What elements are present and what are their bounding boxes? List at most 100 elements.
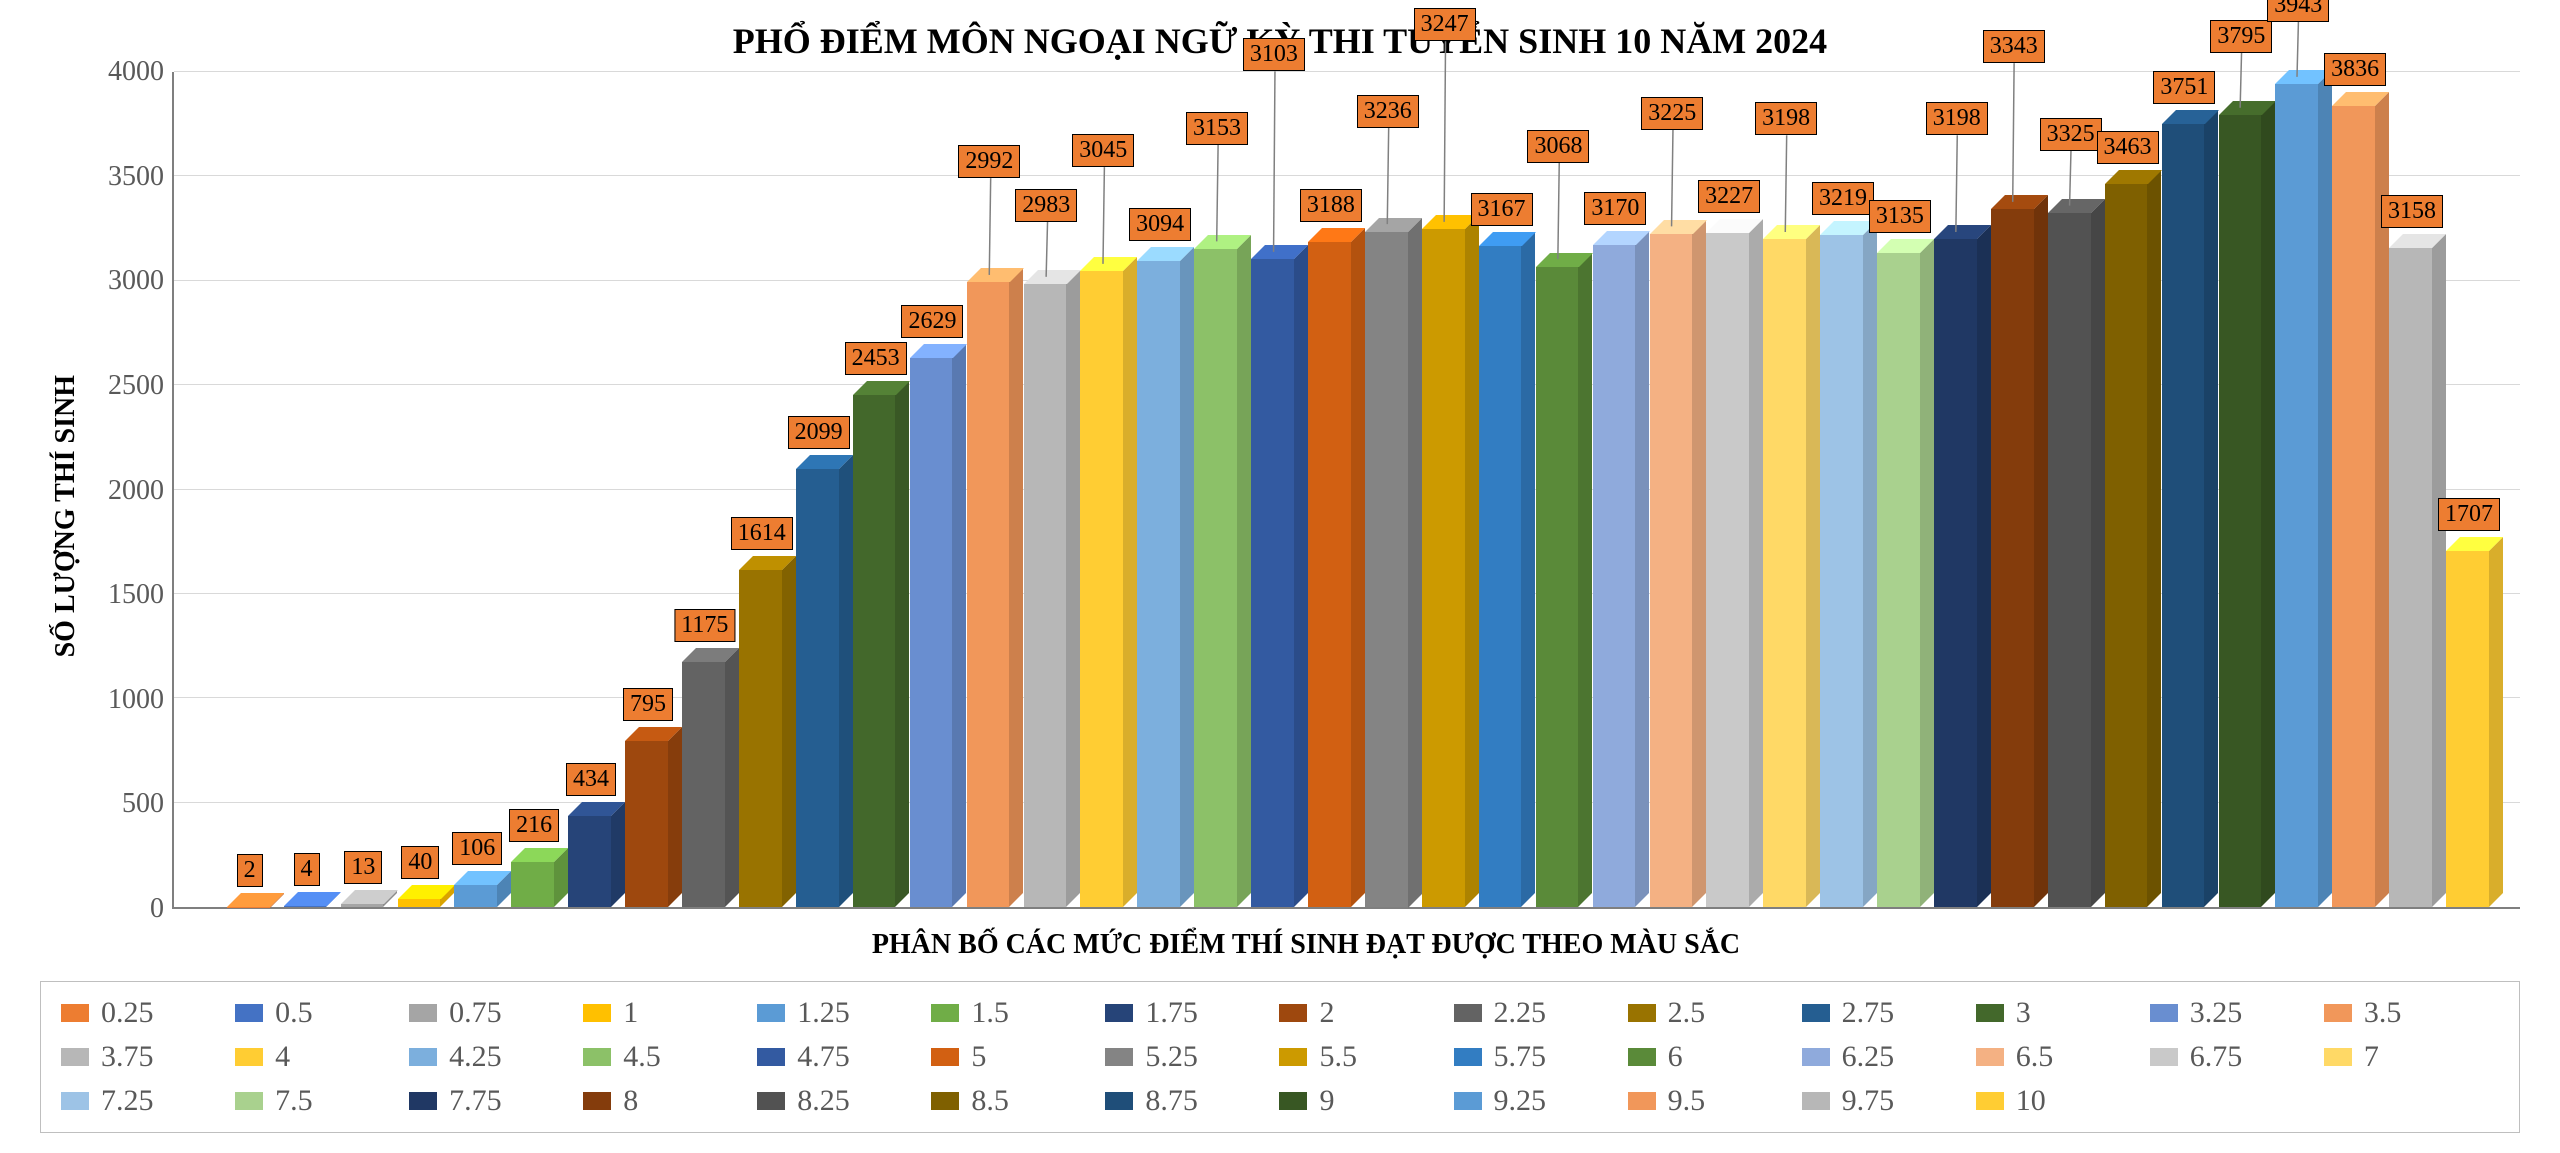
bar-slot: 1614: [736, 72, 793, 907]
legend-item: 1: [583, 996, 757, 1030]
bar-slot: 3198: [1931, 72, 1988, 907]
legend-swatch: [235, 1092, 263, 1110]
legend-item: 0.5: [235, 996, 409, 1030]
data-label: 1707: [2438, 498, 2500, 531]
data-label: 795: [623, 688, 673, 721]
legend-item: 7: [2324, 1040, 2498, 1074]
bar-side: [2489, 537, 2503, 907]
bar-slot: 2: [224, 72, 281, 907]
bar: [739, 570, 796, 907]
data-label: 3158: [2381, 195, 2443, 228]
legend-label: 8.75: [1145, 1084, 1198, 1118]
legend-swatch: [583, 1048, 611, 1066]
bar-slot: 2629: [907, 72, 964, 907]
legend-label: 4: [275, 1040, 290, 1074]
bar: [1820, 235, 1877, 907]
legend-label: 3.5: [2364, 996, 2402, 1030]
legend-item: 3.75: [61, 1040, 235, 1074]
bar-slot: 3343: [1988, 72, 2045, 907]
legend-swatch: [583, 1092, 611, 1110]
legend-label: 5: [971, 1040, 986, 1074]
bar: [910, 358, 967, 907]
bar: [1308, 242, 1365, 907]
y-tick: 500: [122, 788, 164, 820]
data-label: 3094: [1129, 208, 1191, 241]
legend-swatch: [1976, 1004, 2004, 1022]
y-tick: 0: [150, 893, 164, 925]
bar: [853, 395, 910, 907]
bar-front: [284, 906, 327, 907]
legend-label: 9.5: [1668, 1084, 1706, 1118]
legend-swatch: [1802, 1048, 1830, 1066]
bar-front: [2389, 248, 2432, 907]
data-label: 3836: [2324, 53, 2386, 86]
legend-item: 4.25: [409, 1040, 583, 1074]
legend-swatch: [757, 1092, 785, 1110]
bar-slot: 3153: [1191, 72, 1248, 907]
data-label: 3225: [1641, 97, 1703, 130]
data-label: 2983: [1015, 189, 1077, 222]
legend-item: 7.5: [235, 1084, 409, 1118]
legend-swatch: [931, 1092, 959, 1110]
legend-item: 8.75: [1105, 1084, 1279, 1118]
bar: [511, 862, 568, 907]
bar-front: [1877, 253, 1920, 907]
data-label: 3751: [2153, 71, 2215, 104]
legend-swatch: [409, 1004, 437, 1022]
bar-slot: 3463: [2102, 72, 2159, 907]
bar: [1080, 271, 1137, 907]
legend-swatch: [1279, 1004, 1307, 1022]
legend-label: 3: [2016, 996, 2031, 1030]
bar-slot: 13: [338, 72, 395, 907]
legend-item: 5.5: [1279, 1040, 1453, 1074]
legend-label: 5.25: [1145, 1040, 1198, 1074]
y-tick: 3000: [108, 265, 164, 297]
legend-label: 8.25: [797, 1084, 850, 1118]
data-label: 3198: [1755, 102, 1817, 135]
data-label: 434: [566, 763, 616, 796]
legend-label: 7: [2364, 1040, 2379, 1074]
data-label: 3045: [1072, 134, 1134, 167]
y-tick: 1000: [108, 684, 164, 716]
legend-item: 3: [1976, 996, 2150, 1030]
data-label: 3247: [1414, 8, 1476, 41]
bar: [1763, 239, 1820, 907]
bar-front: [2162, 124, 2205, 907]
data-label: 3227: [1698, 180, 1760, 213]
legend-label: 7.25: [101, 1084, 154, 1118]
legend-item: 7.25: [61, 1084, 235, 1118]
legend-swatch: [61, 1048, 89, 1066]
legend-swatch: [1454, 1092, 1482, 1110]
data-label: 1175: [674, 609, 735, 642]
y-tick: 1500: [108, 579, 164, 611]
bar: [796, 469, 853, 907]
bar: [2162, 124, 2219, 907]
bar-front: [398, 899, 441, 907]
bar-slot: 2453: [850, 72, 907, 907]
legend-swatch: [61, 1004, 89, 1022]
data-label: 3325: [2040, 118, 2102, 151]
legend-swatch: [409, 1048, 437, 1066]
legend-swatch: [2324, 1004, 2352, 1022]
chart-container: PHỔ ĐIỂM MÔN NGOẠI NGỮ KỲ THI TUYỂN SINH…: [0, 0, 2560, 1153]
legend-label: 0.5: [275, 996, 313, 1030]
legend-item: 3.25: [2150, 996, 2324, 1030]
bar-slot: 3325: [2045, 72, 2102, 907]
y-tick: 4000: [108, 56, 164, 88]
y-axis-label: SỐ LƯỢNG THÍ SINH: [40, 375, 92, 657]
data-label: 4: [294, 853, 320, 886]
legend-swatch: [1628, 1092, 1656, 1110]
bar-front: [1080, 271, 1123, 907]
bar-front: [739, 570, 782, 907]
legend-swatch: [757, 1048, 785, 1066]
bar: [1650, 234, 1707, 907]
legend-swatch: [235, 1048, 263, 1066]
legend-item: 4.75: [757, 1040, 931, 1074]
bar: [1934, 239, 1991, 907]
bar-front: [682, 662, 725, 907]
bar-front: [2219, 115, 2262, 907]
bar-slot: 795: [622, 72, 679, 907]
bar: [625, 741, 682, 907]
bar-front: [1763, 239, 1806, 907]
bar-slot: 3225: [1647, 72, 1704, 907]
